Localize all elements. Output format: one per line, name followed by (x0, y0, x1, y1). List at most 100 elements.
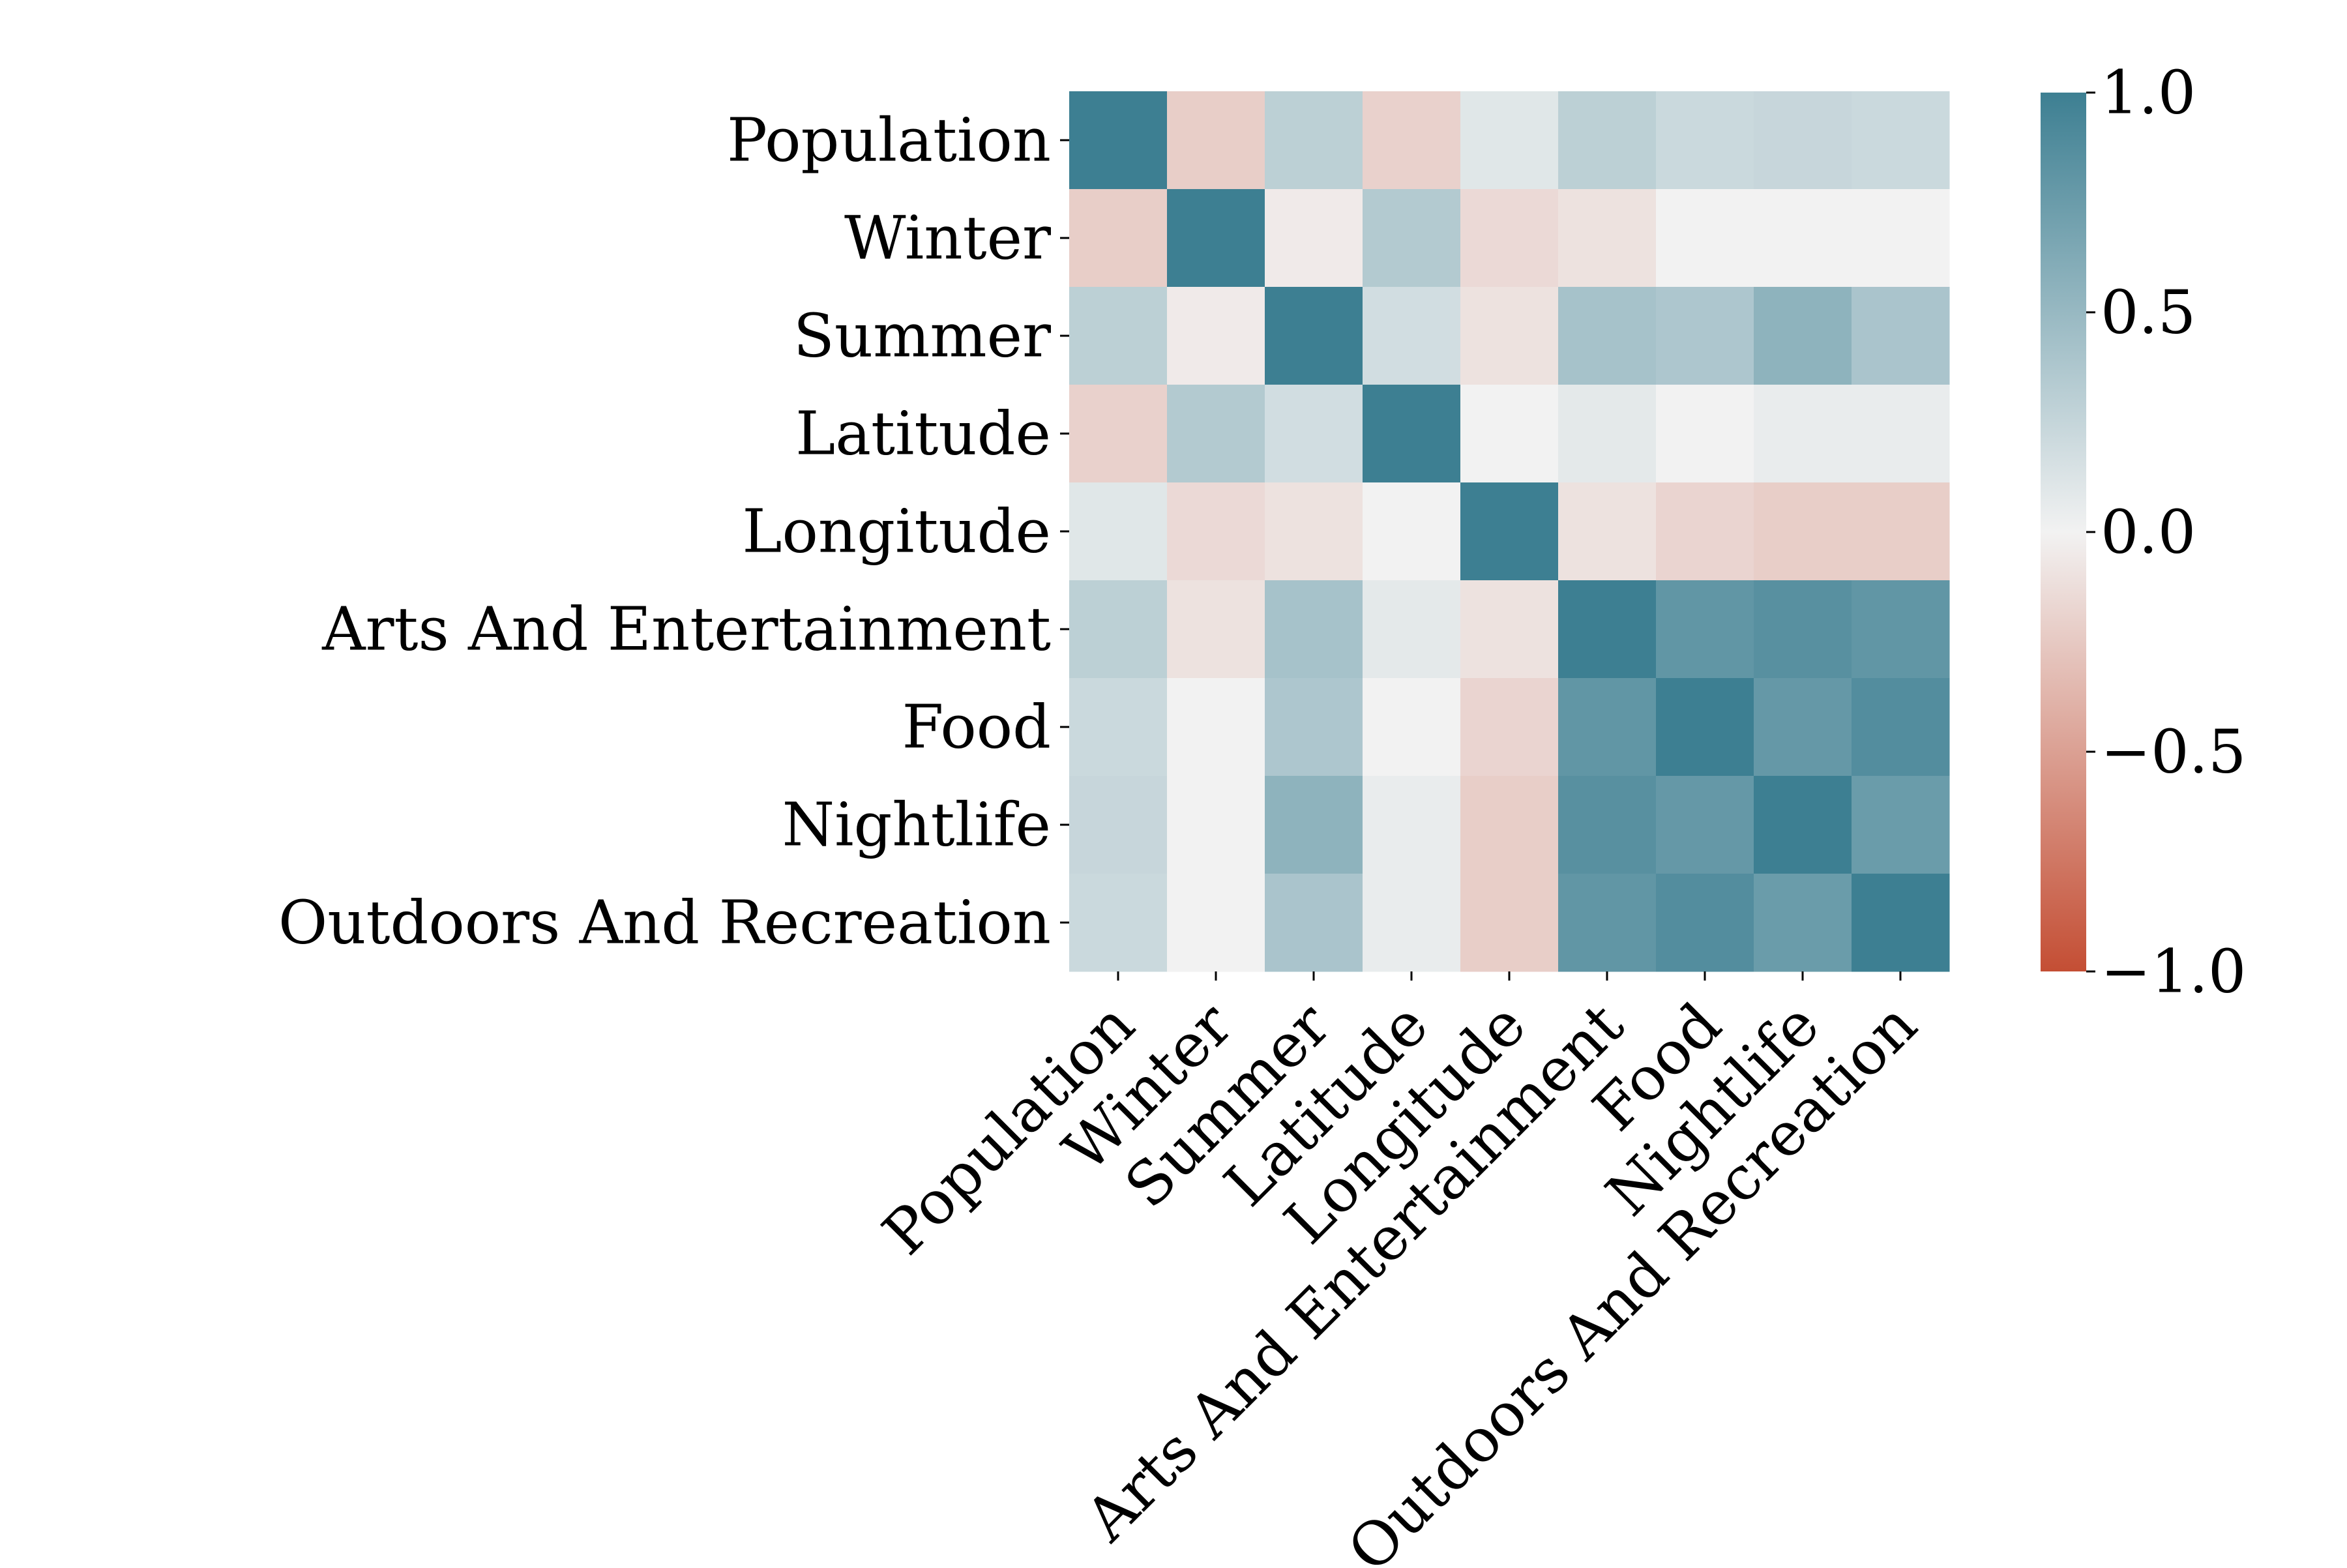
heatmap-cell-summer-population (1069, 287, 1168, 385)
heatmap-cell-nightlife-nightlife (1754, 776, 1852, 874)
heatmap-cell-summer-nightlife (1754, 287, 1852, 385)
colorbar-tick-label: 0.5 (2101, 278, 2196, 348)
heatmap-cell-arts-and-entertainment-outdoors-and-recreation (1852, 580, 1950, 679)
heatmap-cell-latitude-winter (1167, 385, 1265, 483)
heatmap-cell-nightlife-longitude (1460, 776, 1559, 874)
heatmap-cell-population-summer (1265, 91, 1363, 190)
colorbar: 1.0 0.5 0.0 −0.5 −1.0 (2041, 58, 2246, 1007)
colorbar-tick-label: −1.0 (2101, 937, 2246, 1007)
y-tick-label-food: Food (902, 692, 1051, 762)
heatmap-cell-outdoors-and-recreation-nightlife (1754, 874, 1852, 972)
x-axis: PopulationWinterSummerLatitudeLongitudeA… (870, 971, 1930, 1568)
heatmap-cell-outdoors-and-recreation-winter (1167, 874, 1265, 972)
y-tick-label-winter: Winter (844, 203, 1051, 273)
heatmap-cell-food-population (1069, 678, 1168, 777)
heatmap-cell-population-nightlife (1754, 91, 1852, 190)
heatmap-cell-food-winter (1167, 678, 1265, 777)
heatmap-cell-nightlife-arts-and-entertainment (1558, 776, 1657, 874)
heatmap-cell-longitude-arts-and-entertainment (1558, 482, 1657, 581)
y-tick-label-summer: Summer (793, 301, 1051, 371)
heatmap-cell-outdoors-and-recreation-population (1069, 874, 1168, 972)
heatmap-cell-longitude-winter (1167, 482, 1265, 581)
heatmap-cell-winter-food (1656, 189, 1754, 288)
heatmap-cell-summer-longitude (1460, 287, 1559, 385)
heatmap-cell-arts-and-entertainment-food (1656, 580, 1754, 679)
heatmap-cell-population-arts-and-entertainment (1558, 91, 1657, 190)
heatmap-cell-food-summer (1265, 678, 1363, 777)
y-axis: Population Winter Summer Latitude Longitude A… (278, 106, 1069, 958)
heatmap-cell-population-winter (1167, 91, 1265, 190)
heatmap-cell-longitude-nightlife (1754, 482, 1852, 581)
heatmap-cell-outdoors-and-recreation-arts-and-entertainment (1558, 874, 1657, 972)
heatmap-cell-longitude-summer (1265, 482, 1363, 581)
y-tick-label-population: Population (727, 106, 1051, 175)
heatmap-cell-nightlife-food (1656, 776, 1754, 874)
heatmap-cell-winter-longitude (1460, 189, 1559, 288)
heatmap-cell-arts-and-entertainment-summer (1265, 580, 1363, 679)
heatmap-cell-latitude-longitude (1460, 385, 1559, 483)
y-tick-label-outdoors-and-recreation: Outdoors And Recreation (278, 888, 1051, 958)
heatmap-cell-arts-and-entertainment-arts-and-entertainment (1558, 580, 1657, 679)
heatmap-cell-latitude-population (1069, 385, 1168, 483)
heatmap-cell-arts-and-entertainment-latitude (1363, 580, 1461, 679)
heatmap-cell-summer-winter (1167, 287, 1265, 385)
y-tick-label-longitude: Longitude (742, 497, 1051, 567)
heatmap-cell-latitude-nightlife (1754, 385, 1852, 483)
heatmap-cell-longitude-food (1656, 482, 1754, 581)
heatmap-cell-population-outdoors-and-recreation (1852, 91, 1950, 190)
heatmap-cell-food-arts-and-entertainment (1558, 678, 1657, 777)
heatmap-cell-longitude-latitude (1363, 482, 1461, 581)
heatmap-cell-latitude-outdoors-and-recreation (1852, 385, 1950, 483)
heatmap-cell-food-food (1656, 678, 1754, 777)
heatmap-cell-latitude-latitude (1363, 385, 1461, 483)
heatmap-cell-outdoors-and-recreation-outdoors-and-recreation (1852, 874, 1950, 972)
heatmap-cell-summer-summer (1265, 287, 1363, 385)
heatmap-cell-winter-winter (1167, 189, 1265, 288)
heatmap-cell-longitude-population (1069, 482, 1168, 581)
heatmap-cell-longitude-longitude (1460, 482, 1559, 581)
heatmap-cells (1069, 91, 1950, 972)
y-tick-label-arts-and-entertainment: Arts And Entertainment (321, 595, 1051, 664)
heatmap-cell-nightlife-population (1069, 776, 1168, 874)
heatmap-cell-food-outdoors-and-recreation (1852, 678, 1950, 777)
heatmap-cell-population-longitude (1460, 91, 1559, 190)
heatmap-cell-population-latitude (1363, 91, 1461, 190)
heatmap-cell-nightlife-summer (1265, 776, 1363, 874)
heatmap-cell-arts-and-entertainment-population (1069, 580, 1168, 679)
heatmap-cell-summer-latitude (1363, 287, 1461, 385)
heatmap-cell-latitude-food (1656, 385, 1754, 483)
heatmap-cell-arts-and-entertainment-nightlife (1754, 580, 1852, 679)
y-tick-label-latitude: Latitude (795, 399, 1051, 469)
heatmap-cell-nightlife-outdoors-and-recreation (1852, 776, 1950, 874)
heatmap-cell-outdoors-and-recreation-latitude (1363, 874, 1461, 972)
heatmap-cell-winter-outdoors-and-recreation (1852, 189, 1950, 288)
heatmap-cell-population-food (1656, 91, 1754, 190)
heatmap-cell-arts-and-entertainment-winter (1167, 580, 1265, 679)
heatmap-cell-winter-arts-and-entertainment (1558, 189, 1657, 288)
heatmap-cell-latitude-summer (1265, 385, 1363, 483)
heatmap-cell-outdoors-and-recreation-food (1656, 874, 1754, 972)
colorbar-tick-label: 1.0 (2101, 58, 2196, 128)
heatmap-cell-latitude-arts-and-entertainment (1558, 385, 1657, 483)
colorbar-tick-label: 0.0 (2101, 497, 2196, 567)
heatmap-cell-arts-and-entertainment-longitude (1460, 580, 1559, 679)
colorbar-gradient (2041, 93, 2086, 971)
heatmap-cell-winter-summer (1265, 189, 1363, 288)
heatmap-cell-outdoors-and-recreation-longitude (1460, 874, 1559, 972)
heatmap-cell-nightlife-latitude (1363, 776, 1461, 874)
heatmap-cell-longitude-outdoors-and-recreation (1852, 482, 1950, 581)
heatmap-cell-summer-outdoors-and-recreation (1852, 287, 1950, 385)
heatmap-cell-summer-arts-and-entertainment (1558, 287, 1657, 385)
heatmap-cell-winter-latitude (1363, 189, 1461, 288)
heatmap-cell-winter-population (1069, 189, 1168, 288)
heatmap-cell-food-latitude (1363, 678, 1461, 777)
heatmap-cell-summer-food (1656, 287, 1754, 385)
heatmap-cell-outdoors-and-recreation-summer (1265, 874, 1363, 972)
colorbar-tick-label: −0.5 (2101, 717, 2246, 787)
heatmap-cell-food-longitude (1460, 678, 1559, 777)
y-tick-label-nightlife: Nightlife (782, 790, 1051, 860)
heatmap-cell-nightlife-winter (1167, 776, 1265, 874)
heatmap-cell-population-population (1069, 91, 1168, 190)
heatmap-cell-food-nightlife (1754, 678, 1852, 777)
